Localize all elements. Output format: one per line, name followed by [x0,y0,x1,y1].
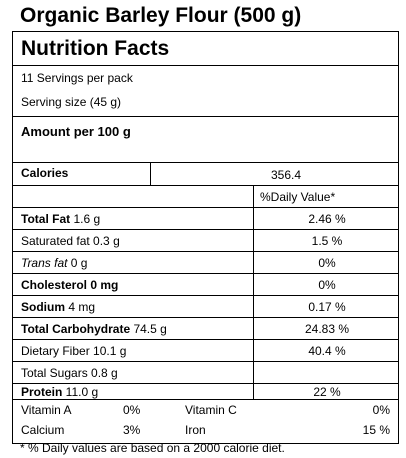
nutrient-row-saturated-fat: Saturated fat 0.3 g [21,234,120,248]
divider [13,339,398,340]
divider [13,383,398,384]
nutrient-row-total-carbohydrate: Total Carbohydrate 74.5 g [21,322,167,336]
product-title: Organic Barley Flour (500 g) [20,4,302,27]
nutrient-name: Cholesterol [21,278,88,292]
nutrition-facts-title: Nutrition Facts [21,37,170,60]
nutrient-row-trans-fat: Trans fat 0 g [21,256,87,270]
nutrient-amount: 0 g [67,256,88,270]
divider [13,185,398,186]
nutrient-dv: 40.4 % [308,344,346,358]
nutrient-name: Protein [21,385,63,399]
nutrient-name: Trans fat [21,256,68,270]
nutrient-dv: 24.83 % [304,322,350,336]
nutrient-dv: 0% [318,256,336,270]
footnote: * % Daily values are based on a 2000 cal… [20,441,285,455]
nutrient-name: Total Sugars [21,366,88,380]
nutrient-amount: 4 mg [65,300,96,314]
vitamin-c-label: Vitamin C [185,403,237,417]
iron-label: Iron [185,423,206,437]
vitamin-c-value: 0% [372,403,390,417]
nutrient-row-total-fat: Total Fat 1.6 g [21,212,100,226]
divider [13,399,398,400]
calcium-label: Calcium [21,423,65,437]
divider [13,65,398,66]
nutrition-label: Nutrition Facts 11 Servings per pack Ser… [12,31,399,444]
nutrient-amount: 1.6 g [70,212,101,226]
nutrient-amount: 0.3 g [89,234,120,248]
column-divider [150,162,151,185]
nutrient-name: Total Carbohydrate [21,322,131,336]
nutrient-dv: 1.5 % [311,234,343,248]
divider [13,162,398,163]
nutrient-name: Sodium [21,300,65,314]
nutrient-amount: 11.0 g [62,385,99,399]
nutrient-row-dietary-fiber: Dietary Fiber 10.1 g [21,344,126,358]
divider [13,317,398,318]
nutrient-name: Dietary Fiber [21,344,90,358]
nutrient-dv: 0% [318,278,336,292]
nutrient-amount: 0 mg [87,278,119,292]
nutrient-amount: 74.5 g [130,322,167,336]
nutrient-name: Total Fat [21,212,71,226]
amount-per-heading: Amount per 100 g [21,124,131,139]
divider [13,116,398,117]
divider [13,207,398,208]
daily-value-header: %Daily Value* [260,190,336,204]
divider [13,295,398,296]
nutrient-dv: 0.17 % [308,300,346,314]
servings-per-pack: 11 Servings per pack [21,71,133,85]
nutrient-amount: 10.1 g [89,344,127,358]
nutrient-dv: 22 % [313,385,341,399]
nutrient-row-protein: Protein 11.0 g [21,385,98,399]
divider [13,273,398,274]
vitamin-a-label: Vitamin A [21,403,72,417]
calories-value: 356.4 [271,168,302,182]
nutrient-dv: 2.46 % [308,212,346,226]
calcium-value: 3% [123,423,141,437]
divider [13,361,398,362]
nutrient-row-cholesterol: Cholesterol 0 mg [21,278,118,292]
calories-label: Calories [21,166,69,180]
nutrient-row-total-sugars: Total Sugars 0.8 g [21,366,118,380]
nutrient-row-sodium: Sodium 4 mg [21,300,95,314]
column-divider [253,185,254,399]
nutrient-amount: 0.8 g [87,366,118,380]
divider [13,229,398,230]
nutrient-name: Saturated fat [21,234,90,248]
serving-size: Serving size (45 g) [21,95,122,109]
iron-value: 15 % [362,423,390,437]
vitamin-a-value: 0% [123,403,141,417]
divider [13,251,398,252]
